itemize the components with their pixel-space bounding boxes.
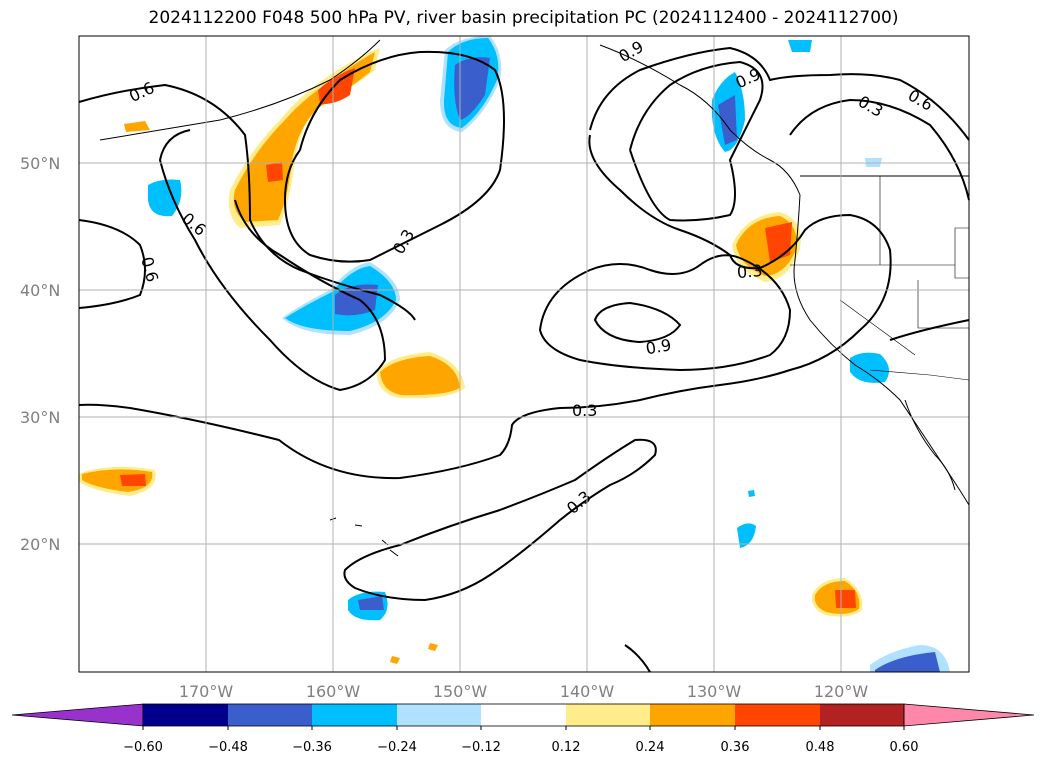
lon-label-140w: 140°W <box>560 682 615 701</box>
us-state-border-3 <box>839 299 916 356</box>
colorbar-tick-label: −0.24 <box>377 740 417 755</box>
colorbar-tick-label: 0.12 <box>552 740 581 755</box>
contour-06-north <box>78 83 416 321</box>
colorbar-extend-max <box>903 703 1035 727</box>
colorbar-extend-min <box>11 703 144 727</box>
colorbar-tick-label: −0.48 <box>208 740 248 755</box>
neg-area-mexico-core <box>875 652 940 672</box>
precip-area-alaska-gulf-peak2 <box>266 162 283 182</box>
contour-east-edge <box>889 319 970 341</box>
colorbar-segment <box>820 704 904 726</box>
map-background <box>79 36 969 672</box>
colorbar-tick-label: −0.60 <box>123 740 163 755</box>
lon-label-150w: 150°W <box>433 682 488 701</box>
neg-area-small-3 <box>788 40 812 52</box>
neg-area-alaska-core <box>454 57 490 120</box>
contour-label: 0.9 <box>644 335 672 358</box>
negative-precip-areas <box>148 36 950 672</box>
contour-bottom-hook <box>624 644 651 673</box>
precip-area-central-pacific-core <box>380 356 460 396</box>
colorbar-tick-label: 0.60 <box>890 740 919 755</box>
map-frame <box>78 35 970 673</box>
colorbar-tick-label: −0.12 <box>461 740 501 755</box>
colorbar-segment <box>228 704 312 726</box>
lat-label-30n: 30°N <box>20 408 60 427</box>
contour-label: 0.3 <box>736 261 763 282</box>
neg-area-small-1 <box>737 523 756 548</box>
neg-area-socal <box>850 352 889 383</box>
contour-03-east <box>589 46 970 141</box>
lon-label-120w: 120°W <box>814 682 869 701</box>
us-state-border-4 <box>917 280 969 329</box>
mexico-border <box>869 369 970 381</box>
contour-09-pacific <box>538 254 792 372</box>
colorbar-tick-label: −0.36 <box>292 740 332 755</box>
lat-label-40n: 40°N <box>20 281 60 300</box>
colorbar-border <box>142 703 905 727</box>
colorbar-segment <box>566 704 650 726</box>
precip-area-small-3 <box>428 643 438 651</box>
lat-label-50n: 50°N <box>20 154 60 173</box>
neg-area-hawaii-core <box>358 596 384 610</box>
gridlines <box>79 36 969 672</box>
lon-label-130w: 130°W <box>687 682 742 701</box>
precip-area-small-2 <box>390 656 400 664</box>
colorbar-ticks-labels: −0.60 −0.48 −0.36 −0.24 −0.12 0.12 0.24 … <box>123 740 918 755</box>
alaska-coastline <box>99 39 381 141</box>
contour-03-south <box>343 438 657 602</box>
contour-09-bc <box>629 60 764 222</box>
contour-09-small <box>593 301 682 344</box>
colorbar-tick-label: 0.36 <box>721 740 750 755</box>
colorbar-segment <box>397 704 481 726</box>
neg-area-small-2 <box>748 490 755 497</box>
precip-area-small-1 <box>124 121 150 132</box>
precip-area-baja-peak <box>835 590 856 608</box>
pv-contours <box>78 46 970 673</box>
precip-area-subtropical-west-peak <box>120 474 146 486</box>
colorbar-segments <box>11 703 1035 730</box>
contour-label: 0.3 <box>572 401 597 420</box>
lon-label-170w: 170°W <box>179 682 234 701</box>
colorbar-segment <box>312 704 397 726</box>
colorbar-tick-label: 0.24 <box>636 740 665 755</box>
lon-label-160w: 160°W <box>306 682 361 701</box>
plot-title: 2024112200 F048 500 hPa PV, river basin … <box>148 8 899 28</box>
contour-06-far-west <box>78 219 146 309</box>
lat-label-20n: 20°N <box>20 535 60 554</box>
neg-area-hawaii-west <box>148 179 182 217</box>
colorbar: −0.60 −0.48 −0.36 −0.24 −0.12 0.12 0.24 … <box>11 703 1035 755</box>
contour-03-interior <box>78 134 892 480</box>
colorbar-segment <box>735 704 820 726</box>
colorbar-segment <box>143 704 228 726</box>
colorbar-tick-label: 0.48 <box>806 740 835 755</box>
colorbar-segment <box>481 704 566 726</box>
colorbar-segment <box>650 704 735 726</box>
contour-03-gulf <box>283 50 505 263</box>
